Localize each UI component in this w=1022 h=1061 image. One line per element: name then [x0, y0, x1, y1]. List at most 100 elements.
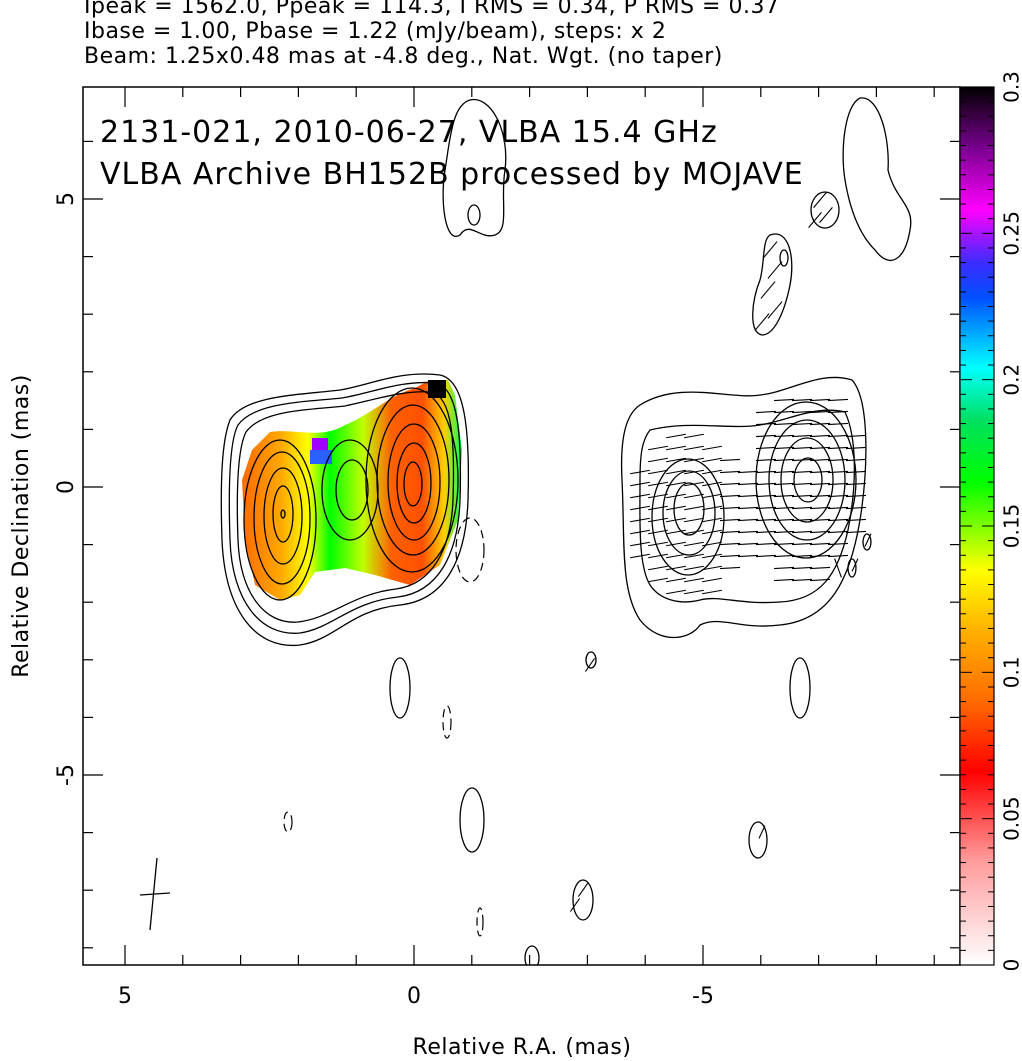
evpa-tick — [666, 577, 686, 583]
evpa-tick — [684, 493, 704, 499]
evpa-tick — [630, 517, 650, 523]
evpa-tick — [630, 481, 650, 487]
evpa-tick — [827, 494, 849, 498]
evpa-tick — [827, 410, 849, 414]
evpa-tick — [630, 493, 650, 499]
evpa-tick — [702, 565, 722, 571]
evpa-tick — [648, 529, 668, 535]
evpa-tick — [702, 553, 722, 559]
evpa-tick — [762, 241, 778, 259]
evpa-tick — [684, 589, 704, 595]
evpa-tick — [737, 530, 759, 534]
evpa-tick — [845, 518, 867, 522]
evpa-tick — [702, 457, 722, 463]
evpa-tick — [791, 398, 813, 402]
evpa-tick — [666, 469, 686, 475]
evpa-tick — [755, 530, 777, 534]
evpa-tick — [648, 505, 668, 511]
evpa-tick — [809, 506, 831, 510]
evpa-tick — [760, 281, 776, 299]
magenta-pixel-block — [312, 438, 328, 450]
evpa-tick — [773, 398, 795, 402]
evpa-tick — [809, 518, 831, 522]
beam-marker — [139, 857, 171, 931]
evpa-tick — [702, 529, 722, 535]
evpa-tick — [755, 554, 777, 558]
evpa-tick — [809, 578, 831, 582]
evpa-tick — [773, 494, 795, 498]
evpa-tick — [755, 458, 777, 462]
evpa-tick — [773, 566, 795, 570]
header-line-1: Ipeak = 1562.0, Ppeak = 114.3, I RMS = 0… — [84, 0, 780, 19]
evpa-tick — [737, 554, 759, 558]
fractional-polarization-map — [242, 380, 462, 600]
evpa-tick — [773, 518, 795, 522]
evpa-tick — [630, 529, 650, 535]
evpa-tick — [773, 446, 795, 450]
evpa-tick — [755, 470, 777, 474]
y-tick-label-5: 5 — [54, 192, 79, 206]
evpa-tick — [809, 458, 831, 462]
evpa-tick — [630, 553, 650, 559]
colorbar-label: 0.25 — [1000, 211, 1022, 256]
evpa-tick — [719, 458, 741, 462]
evpa-tick — [773, 530, 795, 534]
intensity-contours — [220, 97, 912, 965]
evpa-tick — [684, 505, 704, 511]
evpa-tick — [737, 494, 759, 498]
evpa-tick — [791, 554, 813, 558]
evpa-tick — [648, 457, 668, 463]
black-pixel-block — [428, 380, 446, 398]
x-tick-label-minus5: -5 — [692, 984, 714, 1009]
evpa-tick — [648, 445, 668, 451]
evpa-tick — [809, 434, 831, 438]
evpa-tick — [827, 434, 849, 438]
evpa-tick — [845, 494, 867, 498]
evpa-tick — [684, 433, 704, 439]
evpa-tick — [755, 422, 777, 426]
evpa-tick — [767, 261, 783, 279]
evpa-tick — [845, 470, 867, 474]
evpa-tick — [719, 542, 741, 546]
blue-pixel-block — [310, 450, 332, 464]
evpa-tick — [773, 506, 795, 510]
colorbar-labels: 0 0.05 0.1 0.15 0.2 0.25 0.3 — [1000, 71, 1022, 971]
evpa-tick — [851, 558, 859, 572]
evpa-tick — [648, 577, 668, 583]
evpa-tick — [767, 301, 783, 319]
evpa-vectors — [569, 191, 872, 912]
evpa-tick — [684, 565, 704, 571]
evpa-tick — [666, 481, 686, 487]
evpa-tick — [666, 493, 686, 499]
evpa-tick — [809, 566, 831, 570]
evpa-tick — [755, 494, 777, 498]
annotation-line-1: 2131-021, 2010-06-27, VLBA 15.4 GHz — [100, 115, 718, 150]
x-axis-title: Relative R.A. (mas) — [413, 1035, 632, 1060]
evpa-tick — [666, 445, 686, 451]
evpa-tick — [684, 445, 704, 451]
evpa-tick — [791, 470, 813, 474]
evpa-tick — [684, 541, 704, 547]
evpa-tick — [773, 434, 795, 438]
evpa-tick — [684, 529, 704, 535]
evpa-tick — [648, 553, 668, 559]
evpa-tick — [791, 458, 813, 462]
evpa-tick — [630, 541, 650, 547]
evpa-tick — [719, 518, 741, 522]
evpa-tick — [630, 505, 650, 511]
evpa-tick — [702, 505, 722, 511]
evpa-tick — [758, 825, 766, 839]
evpa-tick — [827, 446, 849, 450]
evpa-tick — [702, 493, 722, 499]
evpa-tick — [827, 530, 849, 534]
evpa-tick — [684, 469, 704, 475]
evpa-tick — [827, 470, 849, 474]
evpa-tick — [773, 422, 795, 426]
evpa-tick — [845, 530, 867, 534]
evpa-tick — [666, 457, 686, 463]
evpa-tick — [791, 530, 813, 534]
evpa-tick — [666, 517, 686, 523]
evpa-tick — [809, 482, 831, 486]
colorbar-label: 0.1 — [1000, 656, 1022, 688]
